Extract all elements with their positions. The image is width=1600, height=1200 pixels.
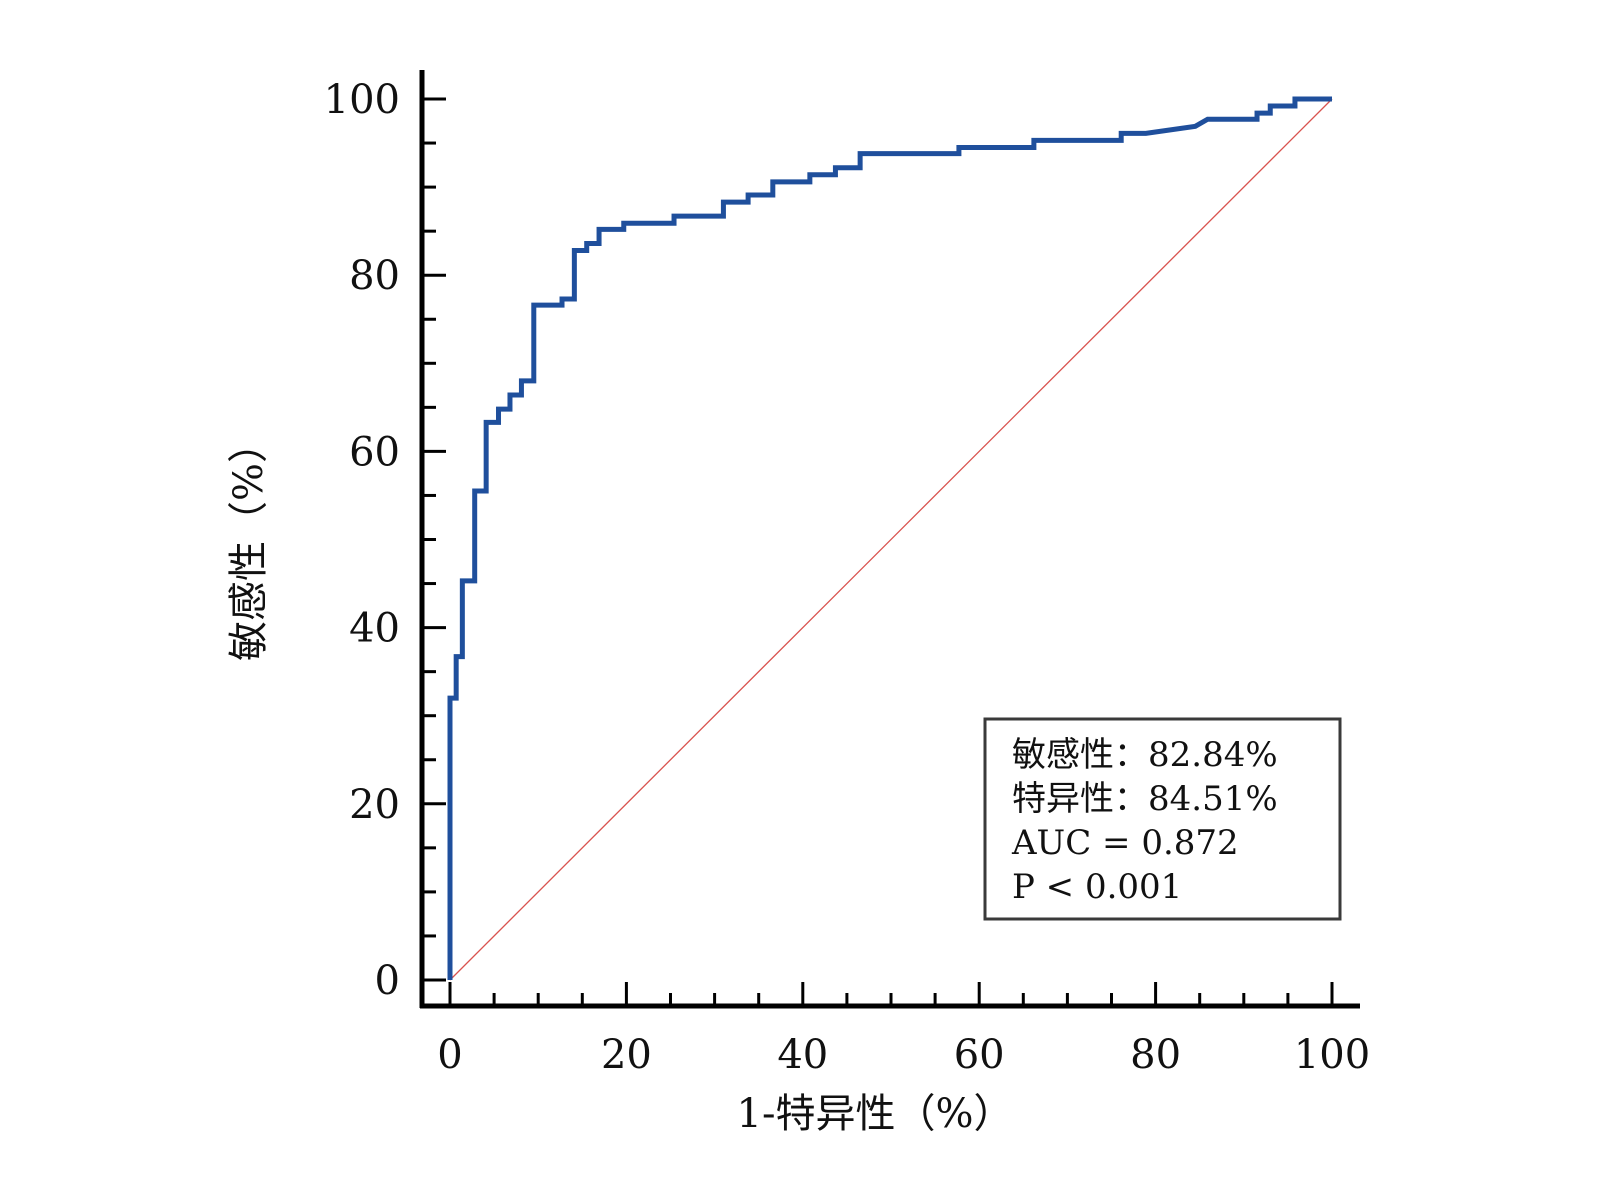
roc-curve-line <box>447 96 1332 980</box>
legend-specificity: 特异性：84.51% <box>1012 779 1278 819</box>
x-tick-label: 20 <box>601 1032 652 1078</box>
x-tick-label: 100 <box>1294 1032 1370 1078</box>
roc-curve-layer <box>447 96 1332 980</box>
y-tick-label: 100 <box>324 77 400 123</box>
legend-p-value: P < 0.001 <box>1012 867 1182 907</box>
x-tick-label: 80 <box>1130 1032 1181 1078</box>
x-tick-label: 40 <box>777 1032 828 1078</box>
legend-auc: AUC = 0.872 <box>1011 823 1239 863</box>
y-tick-label: 20 <box>349 782 400 828</box>
legend-sensitivity: 敏感性：82.84% <box>1012 735 1278 775</box>
legend-frame <box>983 717 1342 921</box>
y-tick-label: 60 <box>349 429 400 475</box>
y-ticks: 0 20 40 60 80 100 <box>324 77 446 1004</box>
x-tick-label: 60 <box>954 1032 1005 1078</box>
y-tick-label: 80 <box>349 253 400 299</box>
x-axis-label: 1-特异性（%） <box>737 1091 1014 1137</box>
y-tick-label: 0 <box>375 958 400 1004</box>
reference-diagonal-layer <box>449 98 1333 981</box>
y-axis-label: 敏感性（%） <box>226 423 272 661</box>
x-tick-label: 0 <box>437 1032 462 1078</box>
y-tick-label: 40 <box>349 606 400 652</box>
reference-diagonal-line <box>449 98 1333 981</box>
stats-legend-box: 敏感性：82.84% 特异性：84.51% AUC = 0.872 P < 0.… <box>983 717 1342 921</box>
x-ticks: 0 20 40 60 80 100 <box>437 982 1370 1078</box>
